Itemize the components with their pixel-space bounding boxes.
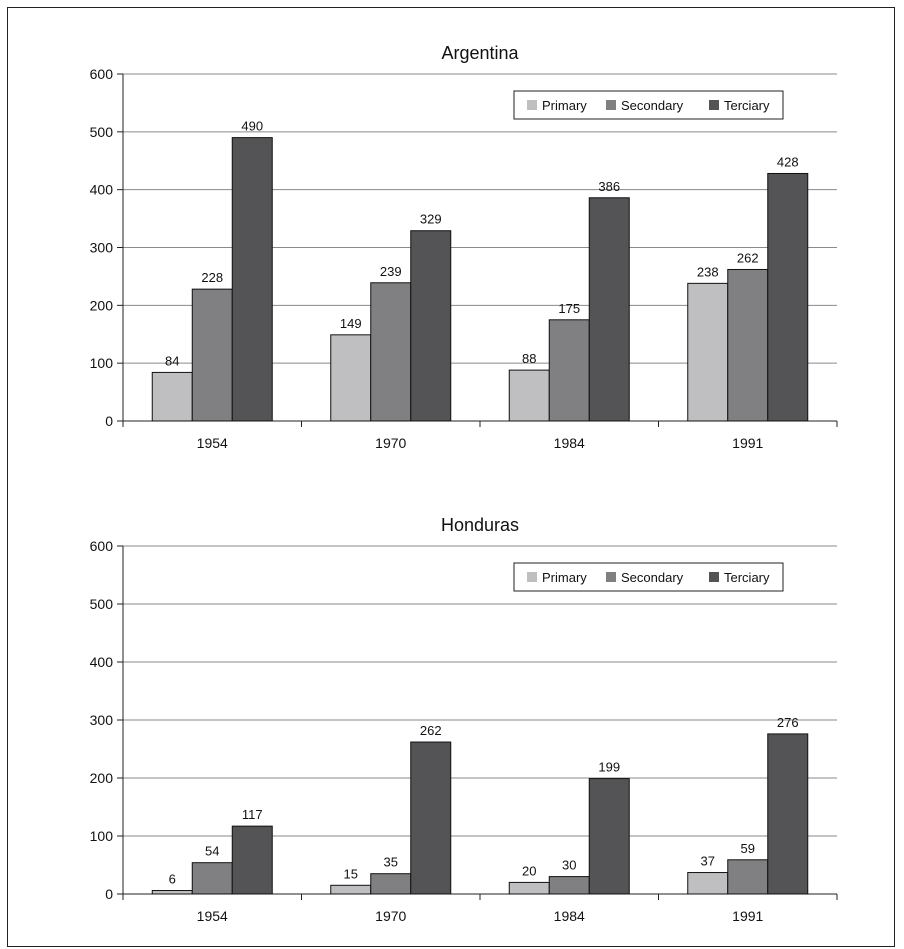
legend-swatch bbox=[606, 572, 616, 582]
bar-primary bbox=[151, 890, 193, 895]
bar-secondary bbox=[548, 876, 590, 895]
data-label: 490 bbox=[241, 119, 263, 134]
chart-title: Honduras bbox=[441, 515, 519, 535]
y-tick-label: 100 bbox=[90, 355, 114, 371]
y-tick-label: 0 bbox=[105, 886, 113, 902]
y-tick-label: 300 bbox=[90, 240, 114, 256]
bar-secondary bbox=[191, 288, 233, 422]
chart-honduras: Honduras 0 100 200 300 400 500 600 6 54 117 1954 15 3… bbox=[90, 515, 838, 924]
x-tick-label: 1954 bbox=[197, 435, 228, 451]
bar-primary bbox=[151, 371, 193, 422]
data-label: 37 bbox=[701, 854, 715, 869]
data-label: 199 bbox=[598, 760, 620, 775]
data-label: 238 bbox=[697, 264, 719, 279]
y-tick-label: 400 bbox=[90, 654, 114, 670]
bar-terciary bbox=[588, 778, 630, 895]
data-label: 428 bbox=[777, 154, 799, 169]
bar-secondary bbox=[191, 862, 233, 895]
data-label: 59 bbox=[741, 841, 755, 856]
bar-primary bbox=[330, 884, 372, 895]
legend-label: Terciary bbox=[724, 98, 770, 113]
bar-primary bbox=[508, 369, 550, 422]
legend: Primary Secondary Terciary bbox=[513, 562, 784, 592]
y-tick-label: 400 bbox=[90, 182, 114, 198]
data-label: 262 bbox=[420, 723, 442, 738]
legend-swatch bbox=[606, 100, 616, 110]
bar-secondary bbox=[727, 859, 769, 895]
y-tick-label: 0 bbox=[105, 413, 113, 429]
bar-terciary bbox=[231, 137, 273, 422]
chart-title: Argentina bbox=[441, 43, 519, 63]
x-tick-label: 1970 bbox=[375, 908, 406, 924]
bar-terciary bbox=[410, 741, 452, 895]
legend-label: Secondary bbox=[621, 570, 684, 585]
y-tick-label: 100 bbox=[90, 828, 114, 844]
x-tick-label: 1984 bbox=[554, 908, 585, 924]
legend-box bbox=[513, 90, 784, 120]
y-tick-label: 200 bbox=[90, 297, 114, 313]
bar-primary bbox=[508, 881, 550, 895]
chart-argentina: Argentina 0 100 200 300 400 500 600 84 228 490 1954… bbox=[90, 43, 838, 451]
legend: Primary Secondary Terciary bbox=[513, 90, 784, 120]
bar-secondary bbox=[370, 873, 412, 895]
x-tick-label: 1984 bbox=[554, 435, 585, 451]
data-label: 15 bbox=[344, 866, 358, 881]
data-label: 84 bbox=[165, 353, 179, 368]
legend-label: Secondary bbox=[621, 98, 684, 113]
bar-terciary bbox=[231, 825, 273, 895]
bar-terciary bbox=[588, 197, 630, 422]
data-label: 329 bbox=[420, 212, 442, 227]
legend-swatch bbox=[709, 100, 719, 110]
data-label: 175 bbox=[558, 301, 580, 316]
y-tick-label: 200 bbox=[90, 770, 114, 786]
legend-label: Primary bbox=[542, 98, 587, 113]
data-label: 228 bbox=[201, 270, 223, 285]
data-label: 54 bbox=[205, 844, 219, 859]
x-tick-label: 1970 bbox=[375, 435, 406, 451]
data-label: 117 bbox=[242, 807, 263, 822]
x-tick-label: 1991 bbox=[732, 908, 763, 924]
bar-secondary bbox=[548, 319, 590, 422]
data-label: 35 bbox=[384, 855, 398, 870]
bar-terciary bbox=[767, 733, 809, 895]
x-tick-label: 1991 bbox=[732, 435, 763, 451]
legend-swatch bbox=[527, 100, 537, 110]
data-label: 6 bbox=[169, 872, 176, 887]
bar-secondary bbox=[727, 268, 769, 422]
y-tick-label: 600 bbox=[90, 66, 114, 82]
y-tick-label: 300 bbox=[90, 712, 114, 728]
data-label: 276 bbox=[777, 715, 799, 730]
legend-swatch bbox=[527, 572, 537, 582]
bar-primary bbox=[687, 872, 729, 895]
y-tick-label: 500 bbox=[90, 124, 114, 140]
bar-primary bbox=[330, 334, 372, 422]
data-label: 386 bbox=[598, 179, 620, 194]
data-label: 20 bbox=[522, 863, 536, 878]
data-label: 149 bbox=[340, 316, 362, 331]
legend-swatch bbox=[709, 572, 719, 582]
data-label: 30 bbox=[562, 858, 576, 873]
legend-box bbox=[513, 562, 784, 592]
x-tick-label: 1954 bbox=[197, 908, 228, 924]
bar-terciary bbox=[767, 172, 809, 422]
legend-label: Terciary bbox=[724, 570, 770, 585]
data-label: 262 bbox=[737, 250, 759, 265]
y-tick-label: 500 bbox=[90, 596, 114, 612]
data-label: 88 bbox=[522, 351, 536, 366]
legend-label: Primary bbox=[542, 570, 587, 585]
bar-primary bbox=[687, 282, 729, 422]
y-tick-label: 600 bbox=[90, 538, 114, 554]
data-label: 239 bbox=[380, 264, 402, 279]
bar-terciary bbox=[410, 230, 452, 422]
bar-secondary bbox=[370, 282, 412, 422]
